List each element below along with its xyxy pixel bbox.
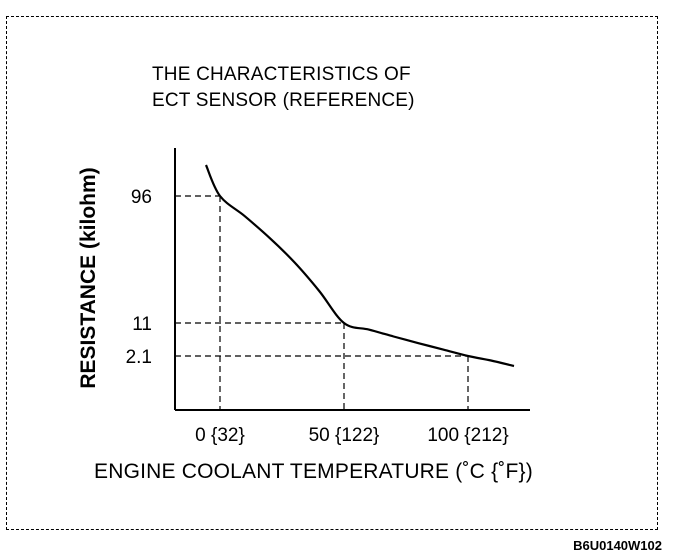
chart-title: THE CHARACTERISTICS OF ECT SENSOR (REFER…: [152, 64, 415, 111]
y-tick-label-0: 96: [131, 187, 152, 208]
y-tick-label-1: 11: [132, 314, 152, 335]
figure-id: B6U0140W102: [573, 538, 662, 553]
series-line: [204, 164, 515, 368]
y-axis-label: RESISTANCE (kilohm): [77, 167, 100, 389]
x-tick-label-2: 100 {212}: [427, 425, 508, 446]
x-axis-label: ENGINE COOLANT TEMPERATURE (˚C {˚F}): [94, 460, 533, 483]
x-tick-label-1: 50 {122}: [309, 425, 380, 446]
figure-frame: [6, 16, 658, 530]
x-tick-label-0: 0 {32}: [195, 425, 245, 446]
y-tick-label-2: 2.1: [126, 347, 152, 368]
